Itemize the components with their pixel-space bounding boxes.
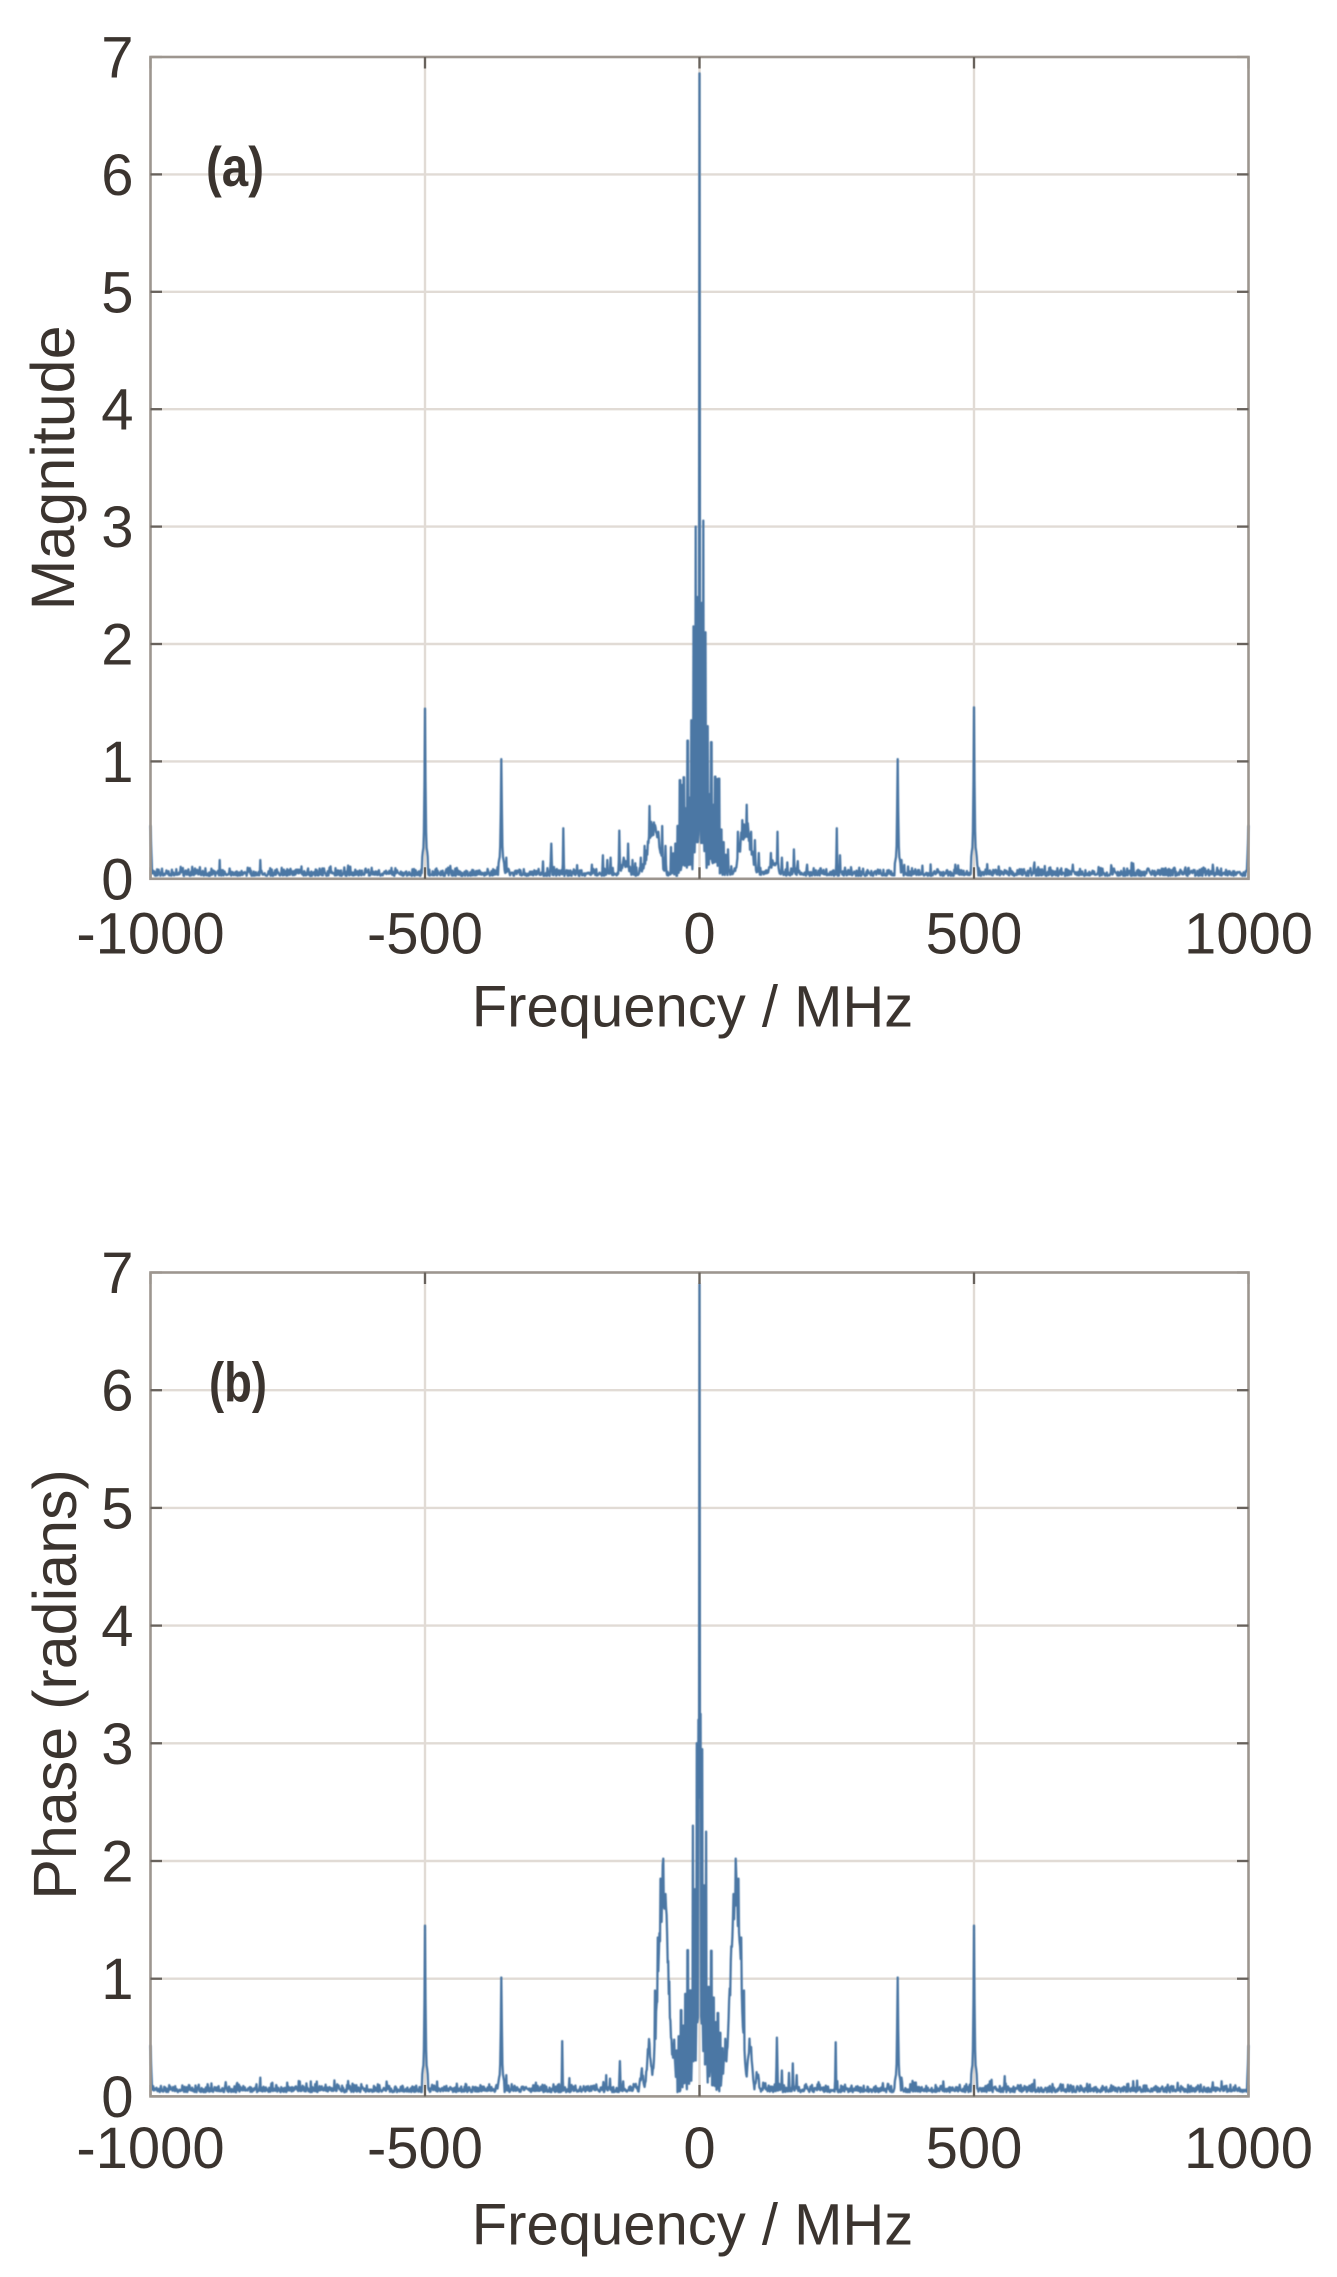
svg-text:7: 7	[101, 1241, 133, 1306]
svg-text:7: 7	[101, 26, 133, 91]
svg-text:6: 6	[101, 143, 133, 208]
svg-text:(a): (a)	[206, 135, 264, 198]
svg-text:0: 0	[101, 847, 133, 912]
svg-text:1: 1	[101, 1947, 133, 2012]
svg-text:0: 0	[683, 902, 715, 967]
svg-text:3: 3	[101, 495, 133, 560]
svg-text:-1000: -1000	[76, 902, 224, 967]
svg-text:0: 0	[683, 2116, 715, 2181]
svg-text:(b): (b)	[209, 1351, 267, 1414]
svg-text:-500: -500	[367, 902, 483, 967]
svg-text:500: 500	[926, 902, 1023, 967]
svg-text:Phase (radians): Phase (radians)	[21, 1469, 89, 1900]
svg-text:0: 0	[101, 2065, 133, 2130]
svg-text:3: 3	[101, 1712, 133, 1777]
svg-text:2: 2	[101, 613, 133, 678]
svg-text:2: 2	[101, 1830, 133, 1895]
svg-text:4: 4	[101, 1594, 133, 1659]
svg-text:Frequency / MHz: Frequency / MHz	[472, 975, 914, 1040]
svg-text:Magnitude: Magnitude	[19, 325, 87, 610]
svg-text:5: 5	[101, 260, 133, 325]
svg-text:Frequency / MHz: Frequency / MHz	[472, 2193, 914, 2258]
svg-text:1000: 1000	[1184, 2116, 1313, 2181]
svg-text:5: 5	[101, 1476, 133, 1541]
svg-text:4: 4	[101, 378, 133, 443]
svg-text:6: 6	[101, 1359, 133, 1424]
svg-text:500: 500	[926, 2116, 1023, 2181]
svg-text:1: 1	[101, 730, 133, 795]
svg-text:-1000: -1000	[76, 2116, 224, 2181]
svg-text:-500: -500	[367, 2116, 483, 2181]
svg-text:1000: 1000	[1184, 902, 1313, 967]
